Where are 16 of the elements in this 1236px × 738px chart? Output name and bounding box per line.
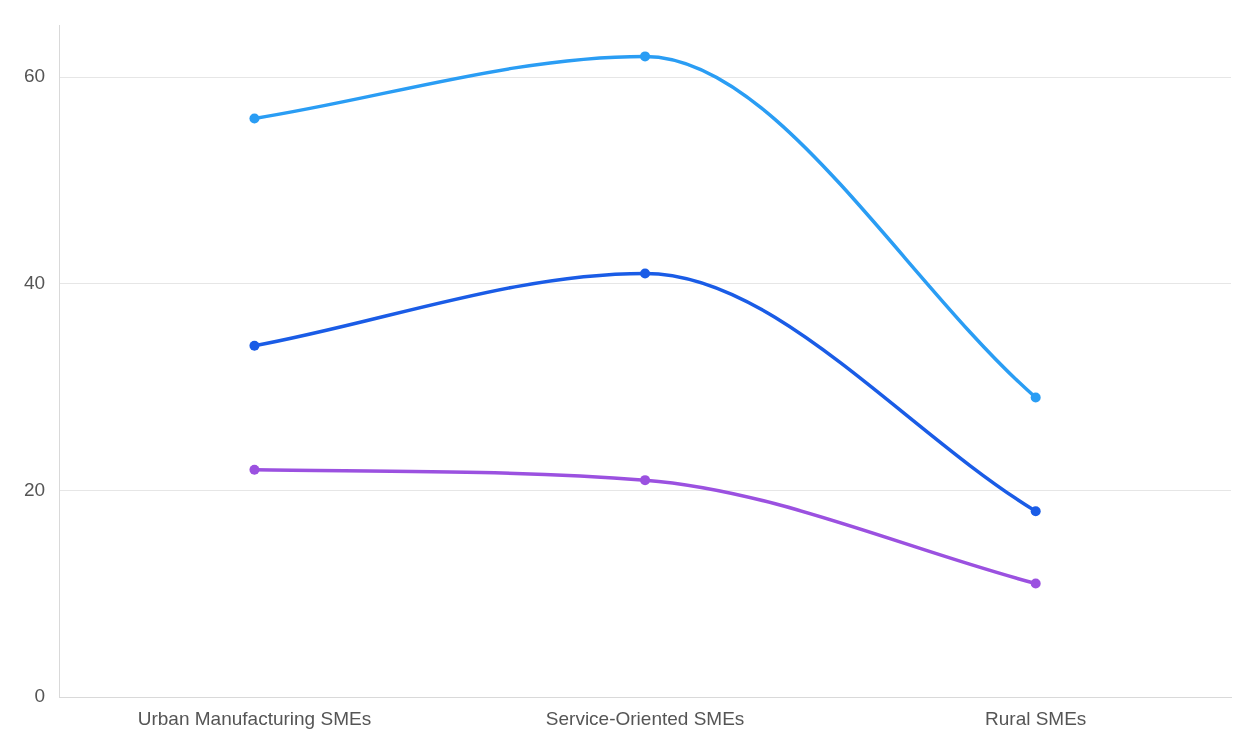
point [640, 268, 651, 279]
x-tick-label: Service-Oriented SMEs [545, 707, 745, 729]
y-tick-label: 0 [34, 685, 46, 707]
point [249, 464, 260, 475]
point [640, 475, 651, 486]
y-tick-label: 60 [23, 65, 46, 87]
point [640, 51, 651, 62]
y-tick-label: 40 [23, 272, 46, 294]
x-tick-label: Urban Manufacturing SMEs [137, 707, 372, 729]
point [249, 113, 260, 124]
point [249, 340, 260, 351]
y-tick-label: 20 [23, 478, 46, 500]
x-tick-label: Rural SMEs [985, 707, 1087, 729]
point [1030, 578, 1041, 589]
point [1030, 392, 1041, 403]
point [1030, 506, 1041, 517]
